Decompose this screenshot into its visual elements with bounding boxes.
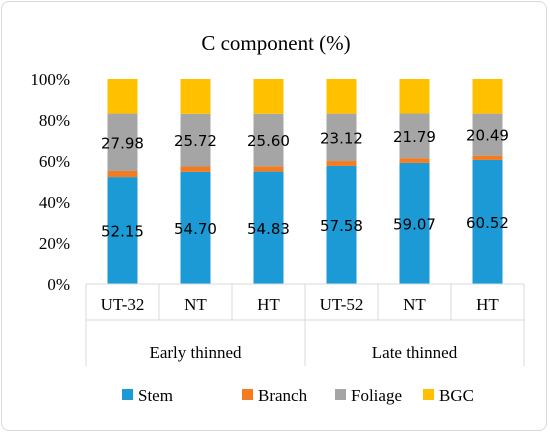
bar-segment-bgc — [399, 79, 430, 114]
data-label: 21.79 — [393, 128, 436, 146]
y-tick-label: 60% — [39, 152, 70, 171]
group-label: Early thinned — [149, 343, 242, 362]
legend-label: Branch — [258, 386, 308, 405]
bar-segment-foliage — [107, 113, 138, 171]
legend-label: Foliage — [351, 386, 402, 405]
bar-segment-stem — [472, 159, 503, 284]
bar-segment-foliage — [399, 113, 430, 159]
legend-swatch-stem — [122, 389, 133, 400]
x-tick-label: NT — [184, 295, 207, 314]
data-label: 59.07 — [393, 215, 436, 233]
chart-title: C component (%) — [201, 31, 350, 55]
x-tick-label: UT-32 — [101, 295, 145, 314]
y-tick-label: 100% — [30, 70, 70, 89]
x-tick-label: UT-52 — [320, 295, 364, 314]
y-tick-label: 20% — [39, 234, 70, 253]
y-tick-label: 40% — [39, 193, 70, 212]
bar-segment-branch — [107, 170, 138, 178]
legend-swatch-bgc — [423, 389, 434, 400]
bar-segment-branch — [326, 161, 357, 166]
data-label: 25.60 — [247, 132, 290, 150]
bar-segment-stem — [253, 171, 284, 284]
data-label: 27.98 — [101, 134, 144, 152]
legend-swatch-foliage — [335, 389, 346, 400]
data-label: 20.49 — [466, 127, 509, 145]
bar-segment-branch — [180, 166, 211, 172]
bar-segment-foliage — [326, 113, 357, 162]
y-tick-label: 0% — [47, 275, 70, 294]
bar-segment-branch — [399, 158, 430, 163]
legend-label: BGC — [439, 386, 474, 405]
data-label: 54.70 — [174, 220, 217, 238]
bar-segment-stem — [107, 177, 138, 284]
legend-swatch-branch — [242, 389, 253, 400]
bar-segment-foliage — [180, 113, 211, 167]
data-label: 25.72 — [174, 132, 217, 150]
bar-segment-bgc — [472, 79, 503, 114]
bar-segment-bgc — [326, 79, 357, 114]
bar-segment-foliage — [253, 113, 284, 167]
bar-segment-branch — [253, 166, 284, 172]
x-tick-label: HT — [257, 295, 280, 314]
data-label: 52.15 — [101, 223, 144, 241]
bar-segment-bgc — [107, 79, 138, 114]
data-label: 60.52 — [466, 214, 509, 232]
legend-label: Stem — [138, 386, 173, 405]
data-label: 57.58 — [320, 217, 363, 235]
bar-segment-branch — [472, 155, 503, 160]
bar-segment-stem — [326, 165, 357, 284]
bar-segment-stem — [180, 171, 211, 284]
x-tick-label: NT — [403, 295, 426, 314]
data-label: 54.83 — [247, 220, 290, 238]
bar-segment-foliage — [472, 113, 503, 156]
data-label: 23.12 — [320, 129, 363, 147]
x-tick-label: HT — [476, 295, 499, 314]
group-label: Late thinned — [372, 343, 458, 362]
bar-segment-bgc — [180, 79, 211, 114]
bar-segment-stem — [399, 162, 430, 284]
y-tick-label: 80% — [39, 111, 70, 130]
bar-segment-bgc — [253, 79, 284, 114]
